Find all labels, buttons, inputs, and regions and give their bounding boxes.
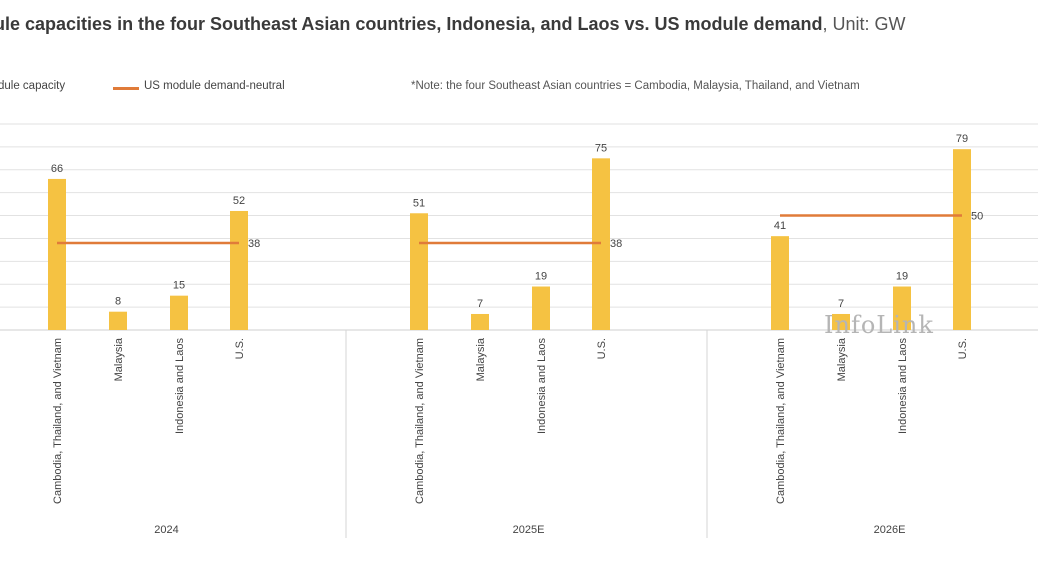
bar-data-label: 51 [413, 197, 425, 209]
bar-data-label: 75 [595, 142, 607, 154]
x-category-label: Malaysia [475, 337, 487, 381]
bar [471, 313, 489, 330]
legend-bars-label: dule capacity [0, 80, 66, 92]
bar-data-label: 52 [233, 195, 245, 207]
x-category-label: U.S. [234, 338, 246, 359]
bar [953, 149, 971, 330]
x-category-label: Cambodia, Thailand, and Vietnam [52, 338, 64, 504]
x-category-label: Indonesia and Laos [897, 338, 909, 435]
bar [170, 295, 188, 330]
demand-line-label: 38 [248, 238, 260, 250]
x-category-label: U.S. [957, 338, 969, 359]
bar [230, 210, 248, 330]
watermark: InfoLink [824, 311, 934, 339]
bar [410, 213, 428, 330]
x-category-label: Cambodia, Thailand, and Vietnam [775, 338, 787, 504]
bar [532, 286, 550, 330]
demand-line-label: 38 [610, 238, 622, 250]
bar-data-label: 19 [896, 271, 908, 283]
chart-title: ule capacities in the four Southeast Asi… [0, 14, 906, 35]
bar-data-label: 79 [956, 133, 968, 145]
legend-line-label: US module demand-neutral [144, 80, 285, 92]
x-category-label: Indonesia and Laos [536, 338, 548, 435]
bar [771, 236, 789, 330]
x-group-label: 2025E [513, 524, 545, 536]
bar [48, 178, 66, 330]
x-category-label: U.S. [596, 338, 608, 359]
x-group-label: 2024 [154, 524, 178, 536]
bar-data-label: 66 [51, 163, 63, 175]
bar-data-label: 7 [838, 298, 844, 310]
x-category-label: Malaysia [113, 337, 125, 381]
bar-data-label: 15 [173, 280, 185, 292]
legend-line-swatch [113, 87, 139, 90]
bar-data-label: 19 [535, 271, 547, 283]
bar-data-label: 41 [774, 220, 786, 232]
demand-line-label: 50 [971, 211, 983, 223]
bar [893, 286, 911, 330]
chart-note: *Note: the four Southeast Asian countrie… [411, 80, 860, 92]
bar-data-label: 7 [477, 298, 483, 310]
bar [832, 313, 850, 330]
bar-data-label: 8 [115, 296, 121, 308]
x-category-label: Malaysia [836, 337, 848, 381]
chart-title-unit: , Unit: GW [822, 14, 906, 34]
bar [109, 311, 127, 330]
x-category-label: Indonesia and Laos [174, 338, 186, 435]
chart-title-main: ule capacities in the four Southeast Asi… [0, 14, 823, 34]
x-category-label: Cambodia, Thailand, and Vietnam [414, 338, 426, 504]
x-group-label: 2026E [874, 524, 906, 536]
